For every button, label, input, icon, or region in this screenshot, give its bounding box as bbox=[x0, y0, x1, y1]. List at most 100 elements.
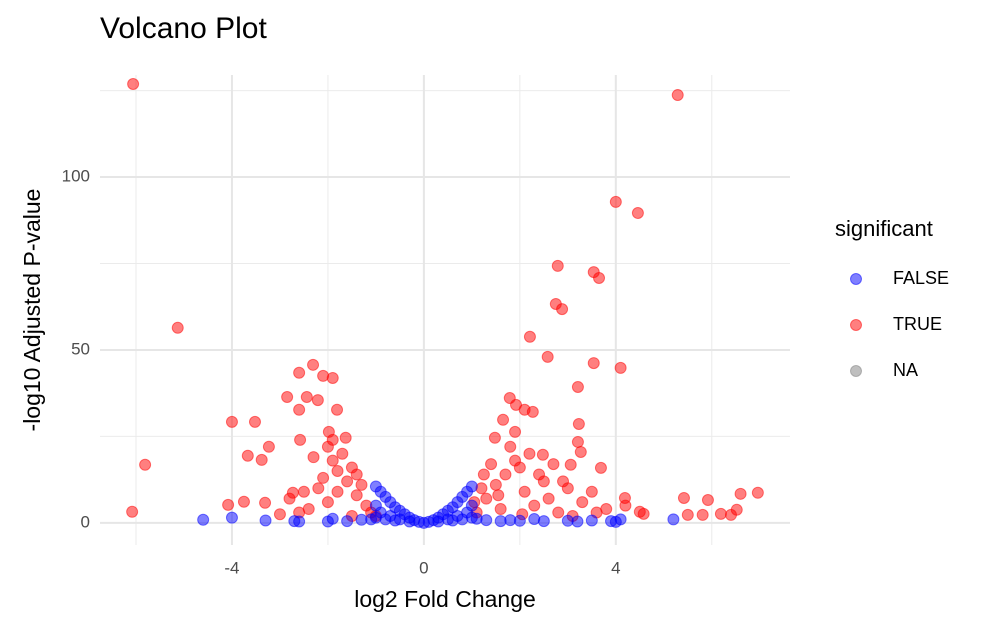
point bbox=[585, 485, 598, 498]
point bbox=[485, 458, 498, 471]
point bbox=[504, 440, 517, 453]
point bbox=[564, 458, 577, 471]
point bbox=[585, 514, 598, 527]
point bbox=[480, 514, 493, 527]
x-tick-label: 0 bbox=[419, 558, 428, 577]
point bbox=[574, 445, 587, 458]
point bbox=[533, 468, 546, 481]
point bbox=[248, 415, 261, 428]
point bbox=[609, 195, 622, 208]
legend-label: FALSE bbox=[893, 268, 949, 288]
point bbox=[523, 447, 536, 460]
legend-marker bbox=[850, 319, 862, 331]
point bbox=[307, 358, 320, 371]
point bbox=[127, 77, 140, 90]
x-axis-label: log2 Fold Change bbox=[354, 586, 536, 612]
point bbox=[701, 494, 714, 507]
point bbox=[259, 496, 272, 509]
point bbox=[523, 330, 536, 343]
point bbox=[528, 513, 541, 526]
point bbox=[751, 486, 764, 499]
point bbox=[326, 371, 339, 384]
point bbox=[336, 447, 349, 460]
point bbox=[537, 515, 550, 528]
legend-marker bbox=[850, 273, 862, 285]
point bbox=[126, 505, 139, 518]
point bbox=[681, 508, 694, 521]
point bbox=[504, 514, 517, 527]
point bbox=[465, 480, 478, 493]
point bbox=[259, 514, 272, 527]
point bbox=[171, 321, 184, 334]
point bbox=[341, 475, 354, 488]
point bbox=[331, 485, 344, 498]
point bbox=[526, 405, 539, 418]
legend-label: TRUE bbox=[893, 314, 942, 334]
point bbox=[369, 480, 382, 493]
point bbox=[326, 512, 339, 525]
point bbox=[197, 513, 210, 526]
point bbox=[593, 272, 606, 285]
point bbox=[542, 492, 555, 505]
point bbox=[571, 515, 584, 528]
point bbox=[317, 471, 330, 484]
point bbox=[667, 513, 680, 526]
point bbox=[551, 259, 564, 272]
point bbox=[293, 403, 306, 416]
y-axis-label: -log10 Adjusted P-value bbox=[19, 189, 45, 432]
point bbox=[331, 464, 344, 477]
point bbox=[222, 498, 235, 511]
point bbox=[571, 435, 584, 448]
x-tick-label: 4 bbox=[611, 558, 620, 577]
legend-label: NA bbox=[893, 360, 918, 380]
y-tick-label: 50 bbox=[71, 339, 90, 358]
point bbox=[369, 499, 382, 512]
point bbox=[331, 403, 344, 416]
point bbox=[518, 485, 531, 498]
point bbox=[572, 417, 585, 430]
point bbox=[528, 499, 541, 512]
point bbox=[724, 508, 737, 521]
point bbox=[389, 514, 402, 527]
point bbox=[489, 478, 502, 491]
point bbox=[480, 492, 493, 505]
point bbox=[273, 508, 286, 521]
point bbox=[288, 515, 301, 528]
point bbox=[614, 513, 627, 526]
point bbox=[536, 448, 549, 461]
point bbox=[311, 394, 324, 407]
chart-title: Volcano Plot bbox=[100, 12, 267, 45]
point bbox=[619, 499, 632, 512]
point bbox=[294, 433, 307, 446]
point bbox=[255, 453, 268, 466]
point bbox=[513, 461, 526, 474]
point bbox=[465, 499, 478, 512]
point bbox=[671, 89, 684, 102]
point bbox=[237, 495, 250, 508]
x-tick-label: -4 bbox=[224, 558, 239, 577]
point bbox=[499, 468, 512, 481]
point bbox=[432, 515, 445, 528]
point bbox=[293, 366, 306, 379]
point bbox=[475, 482, 488, 495]
point bbox=[281, 390, 294, 403]
point bbox=[492, 489, 505, 502]
point bbox=[541, 350, 554, 363]
point bbox=[283, 492, 296, 505]
point bbox=[350, 489, 363, 502]
point bbox=[321, 496, 334, 509]
point bbox=[557, 475, 570, 488]
point bbox=[403, 515, 416, 528]
point bbox=[556, 303, 569, 316]
point bbox=[637, 507, 650, 520]
point bbox=[477, 468, 490, 481]
point bbox=[631, 206, 644, 219]
grid bbox=[100, 75, 790, 545]
point bbox=[509, 425, 522, 438]
point bbox=[350, 468, 363, 481]
point bbox=[614, 361, 627, 374]
point bbox=[341, 515, 354, 528]
point bbox=[677, 491, 690, 504]
point bbox=[297, 485, 310, 498]
